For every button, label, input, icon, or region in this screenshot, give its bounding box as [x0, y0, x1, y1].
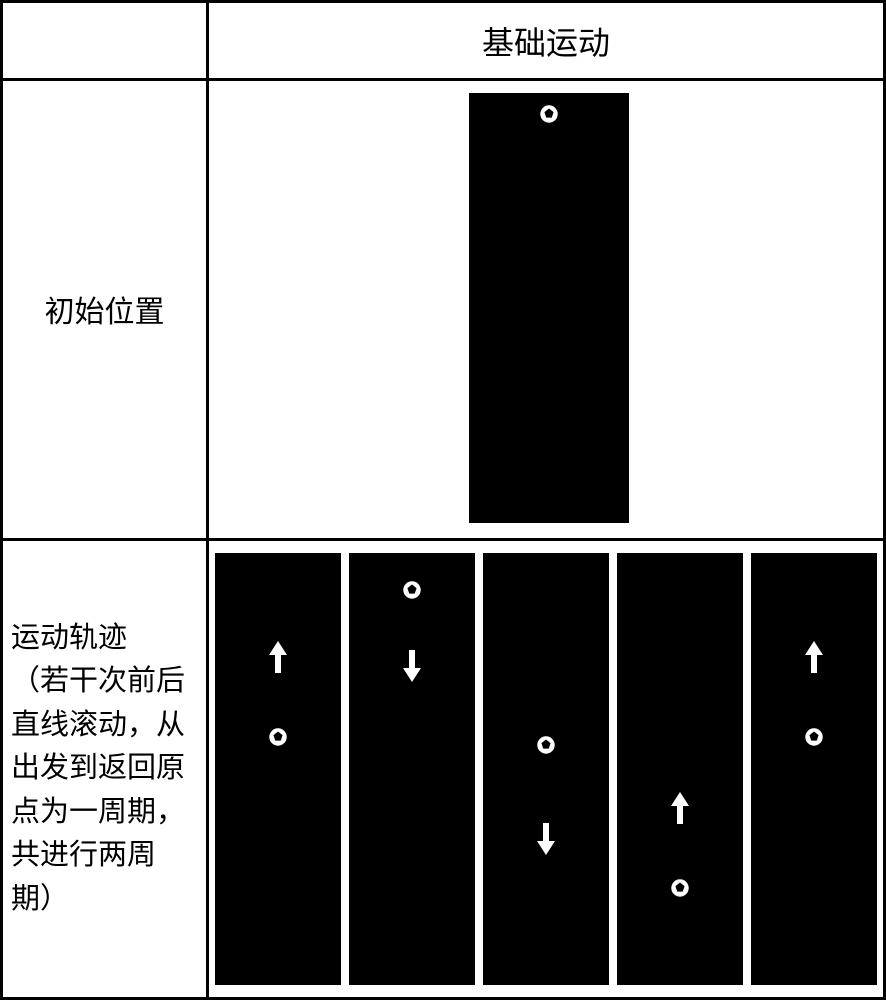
header-empty-cell — [2, 2, 208, 80]
trajectory-strip — [483, 553, 609, 985]
trajectory-strip — [349, 553, 475, 985]
soccer-ball-icon — [401, 579, 423, 601]
soccer-ball-icon — [538, 103, 560, 125]
trajectory-label-line1: 运动轨迹 — [11, 617, 198, 661]
initial-panel — [469, 93, 629, 523]
soccer-ball-icon — [669, 877, 691, 899]
header-title: 基础运动 — [482, 25, 610, 61]
soccer-ball-icon — [267, 726, 289, 748]
soccer-ball-icon — [803, 726, 825, 748]
initial-position-label: 初始位置 — [45, 296, 165, 329]
arrow-up-icon — [669, 790, 691, 831]
trajectory-strip — [617, 553, 743, 985]
soccer-ball-icon — [535, 734, 557, 756]
trajectory-strip — [751, 553, 877, 985]
trajectory-label-cell: 运动轨迹 （若干次前后直线滚动，从出发到返回原点为一周期，共进行两周期） — [2, 539, 208, 998]
initial-position-label-cell: 初始位置 — [2, 80, 208, 539]
arrow-down-icon — [535, 821, 557, 862]
trajectory-strips — [215, 553, 877, 985]
arrow-up-icon — [267, 639, 289, 680]
trajectory-diagram-cell — [208, 539, 885, 998]
trajectory-strip — [215, 553, 341, 985]
header-title-cell: 基础运动 — [208, 2, 885, 80]
trajectory-label-rest: （若干次前后直线滚动，从出发到返回原点为一周期，共进行两周期） — [11, 660, 198, 921]
initial-position-diagram-cell — [208, 80, 885, 539]
diagram-table: 基础运动 初始位置 运动轨迹 （若干次前后直线滚动，从出发到返回原点为一周期，共… — [0, 0, 886, 1000]
arrow-up-icon — [803, 639, 825, 680]
arrow-down-icon — [401, 648, 423, 689]
